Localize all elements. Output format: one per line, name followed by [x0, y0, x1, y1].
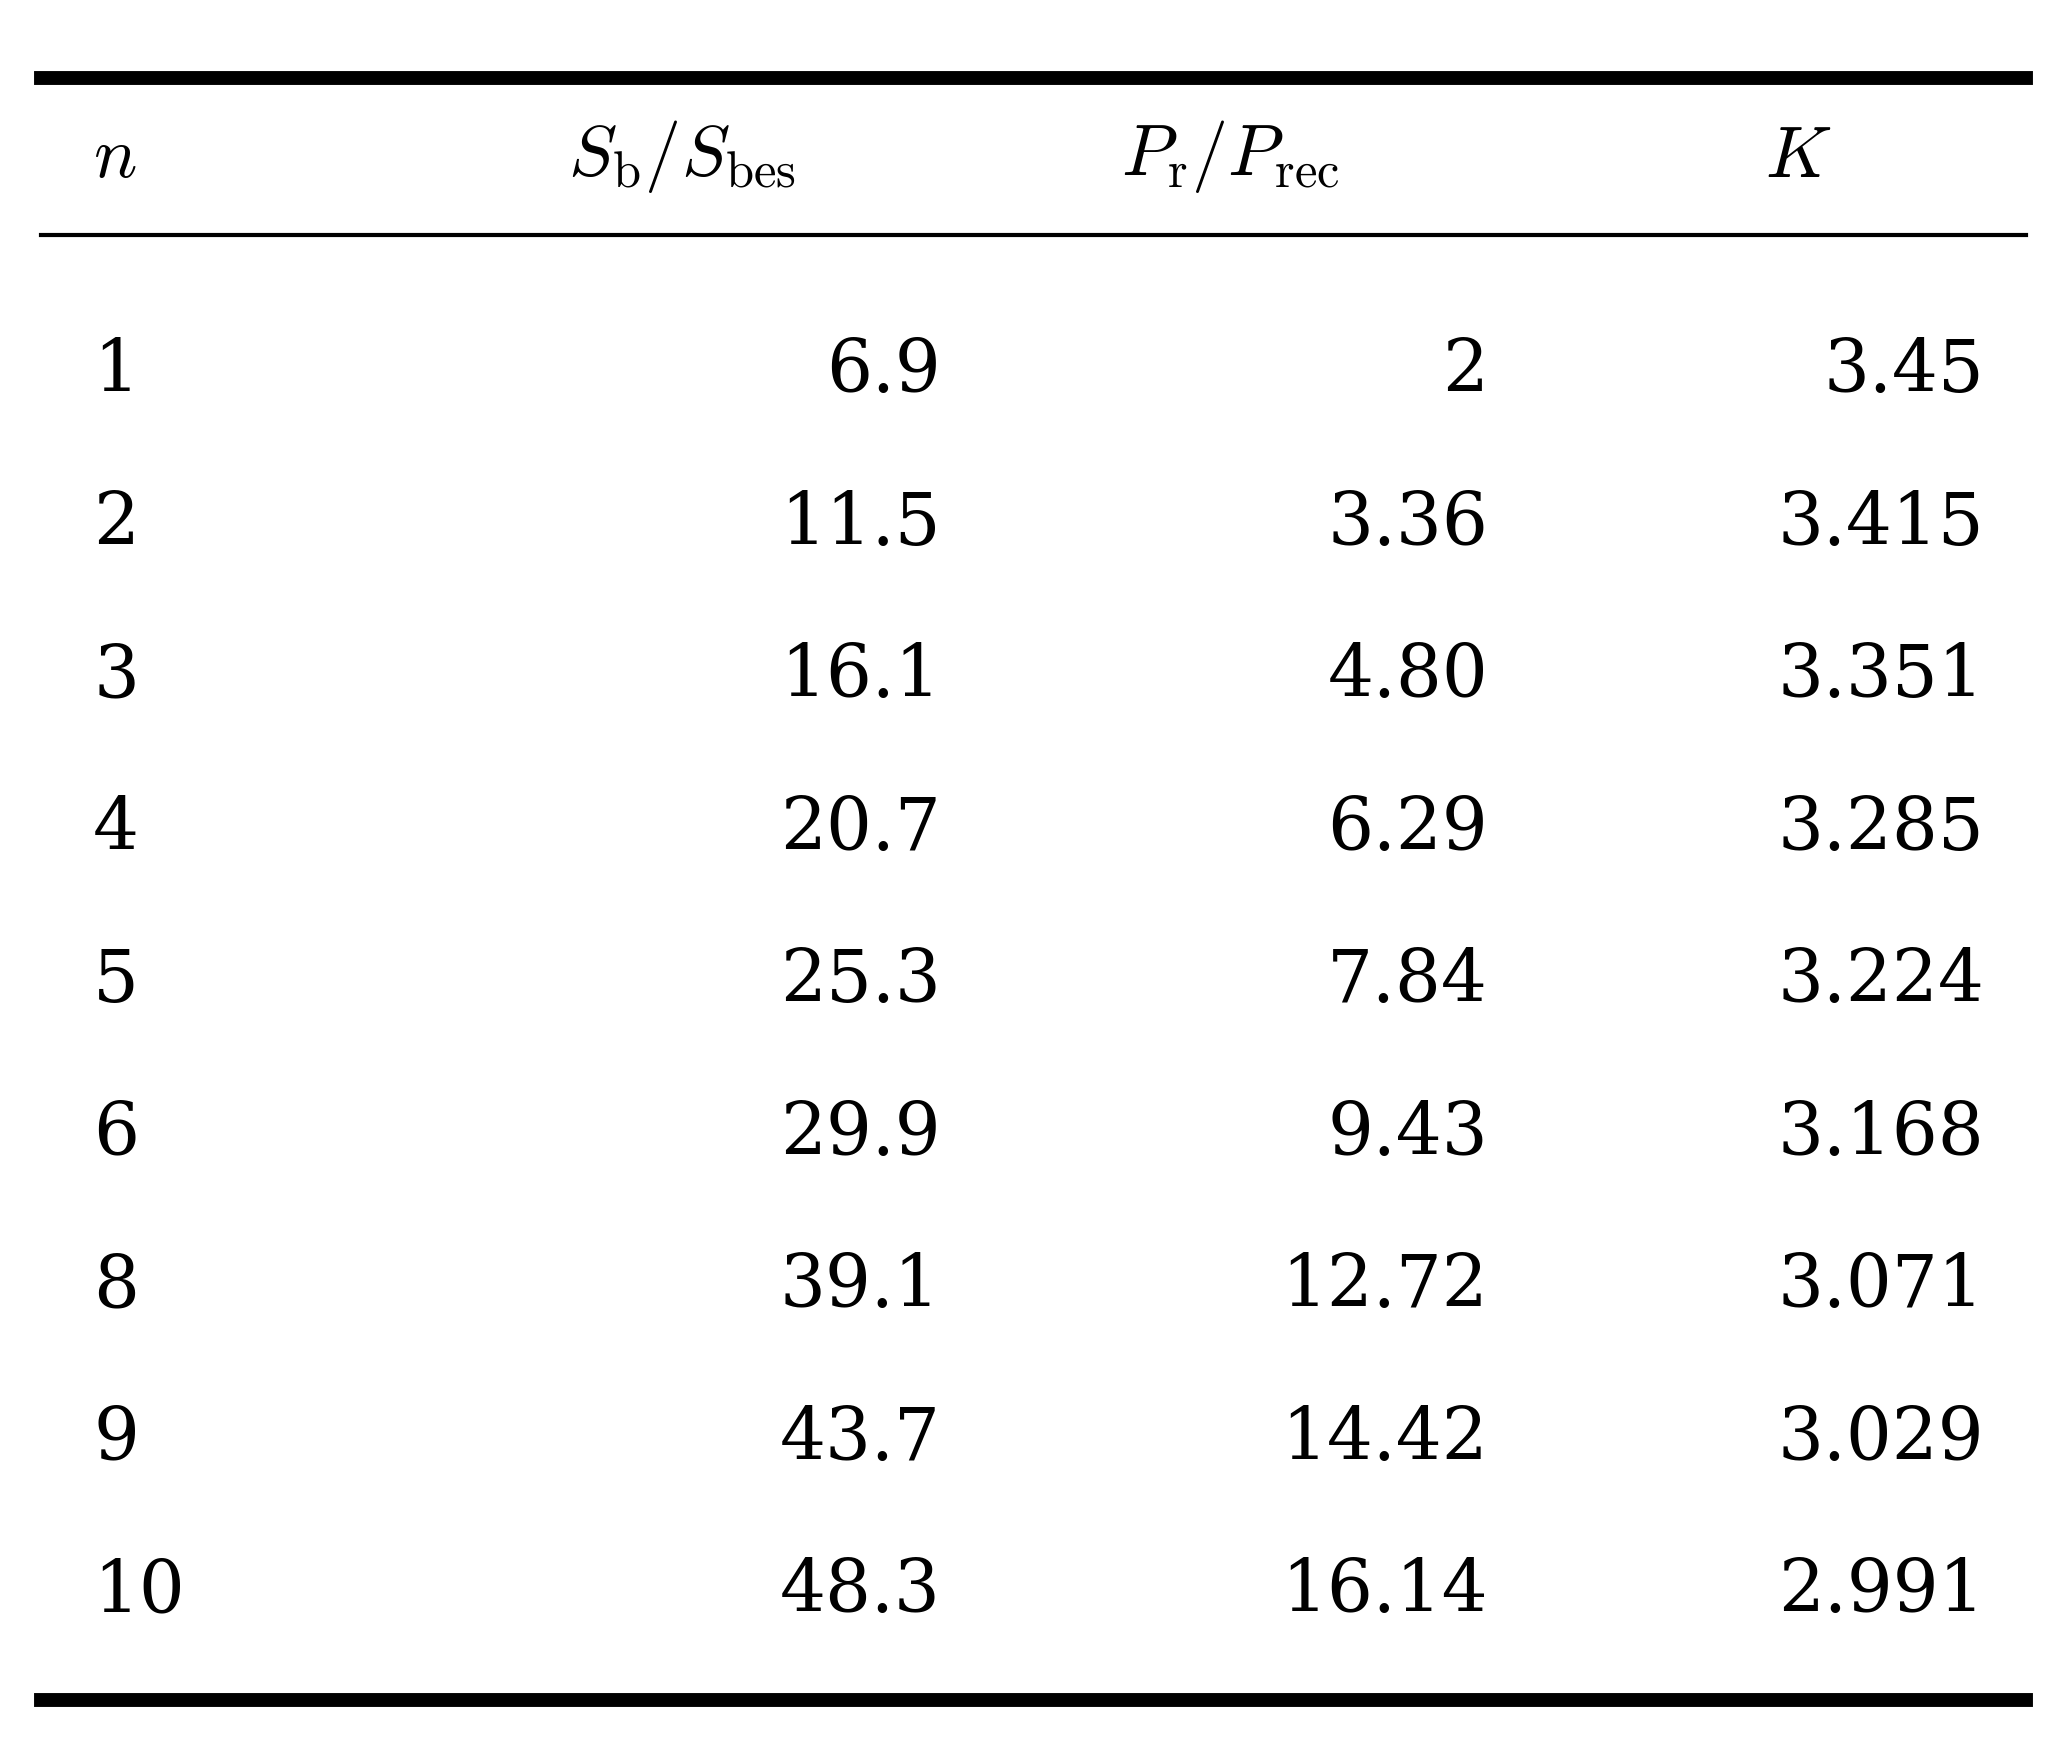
Text: 16.1: 16.1 — [779, 641, 940, 713]
Text: 3.36: 3.36 — [1327, 488, 1488, 560]
Text: 9.43: 9.43 — [1327, 1098, 1488, 1170]
Text: 3.285: 3.285 — [1778, 794, 1984, 866]
Text: 16.14: 16.14 — [1282, 1557, 1488, 1627]
Text: 8: 8 — [93, 1251, 138, 1323]
Text: $n$: $n$ — [93, 122, 136, 191]
Text: 14.42: 14.42 — [1282, 1404, 1488, 1476]
Text: $P_{\mathrm{r}}/P_{\mathrm{rec}}$: $P_{\mathrm{r}}/P_{\mathrm{rec}}$ — [1120, 118, 1339, 195]
Text: 29.9: 29.9 — [779, 1098, 940, 1170]
Text: 5: 5 — [93, 947, 138, 1017]
Text: 6.9: 6.9 — [825, 337, 940, 407]
Text: 1: 1 — [93, 337, 138, 407]
Text: $K$: $K$ — [1765, 122, 1831, 191]
Text: 4.80: 4.80 — [1327, 641, 1488, 713]
Text: 39.1: 39.1 — [779, 1251, 940, 1323]
Text: 3.168: 3.168 — [1778, 1098, 1984, 1170]
Text: 3.224: 3.224 — [1778, 947, 1984, 1017]
Text: 20.7: 20.7 — [779, 794, 940, 866]
Text: 3: 3 — [93, 641, 138, 713]
Text: 43.7: 43.7 — [779, 1404, 940, 1476]
Text: 25.3: 25.3 — [779, 947, 940, 1017]
Text: 11.5: 11.5 — [779, 488, 940, 560]
Text: 6: 6 — [93, 1098, 138, 1170]
Text: 9: 9 — [93, 1404, 138, 1476]
Text: 6.29: 6.29 — [1327, 794, 1488, 866]
Text: 12.72: 12.72 — [1282, 1251, 1488, 1323]
Text: 3.45: 3.45 — [1823, 337, 1984, 407]
Text: 3.029: 3.029 — [1778, 1404, 1984, 1476]
Text: 7.84: 7.84 — [1327, 947, 1488, 1017]
Text: $S_{\mathrm{b}}/S_{\mathrm{bes}}$: $S_{\mathrm{b}}/S_{\mathrm{bes}}$ — [568, 118, 796, 195]
Text: 48.3: 48.3 — [779, 1557, 940, 1627]
Text: 2: 2 — [93, 488, 138, 560]
Text: 3.415: 3.415 — [1778, 488, 1984, 560]
Text: 2.991: 2.991 — [1778, 1557, 1984, 1627]
Text: 4: 4 — [93, 794, 138, 866]
Text: 3.071: 3.071 — [1778, 1251, 1984, 1323]
Text: 2: 2 — [1443, 337, 1488, 407]
Text: 3.351: 3.351 — [1778, 641, 1984, 713]
Text: 10: 10 — [93, 1557, 184, 1627]
